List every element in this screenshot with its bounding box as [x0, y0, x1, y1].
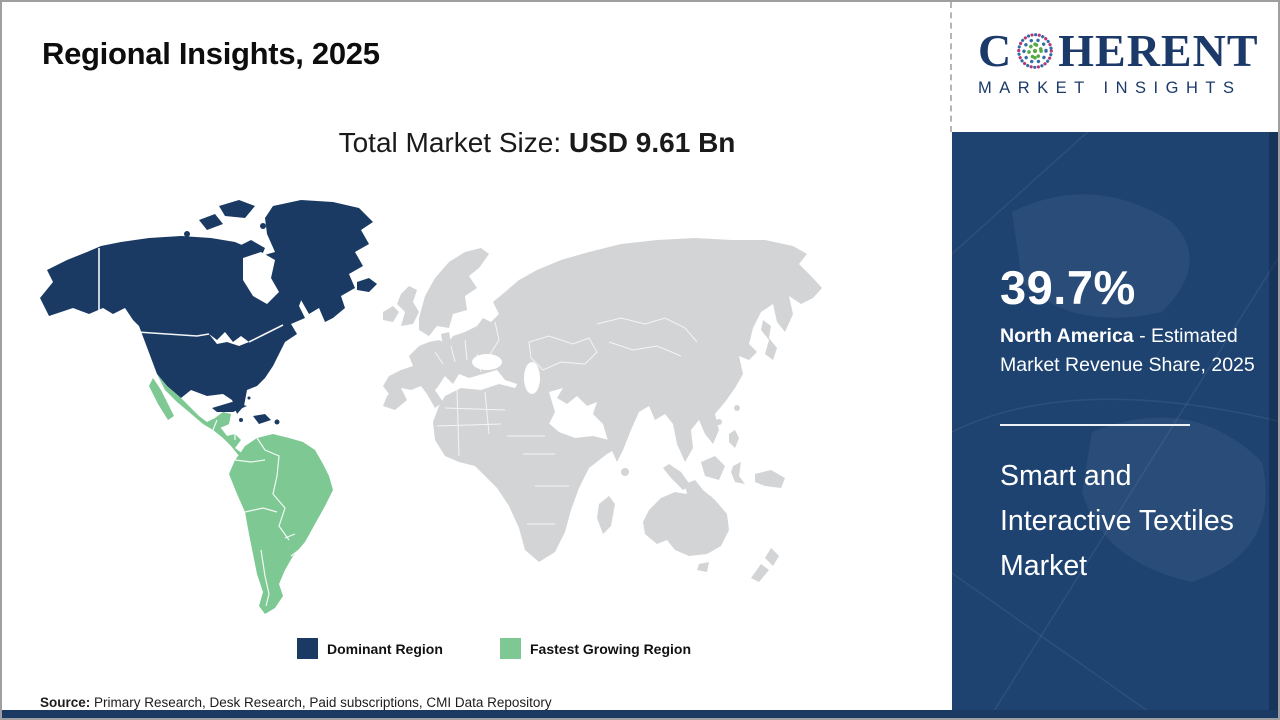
- us-canada-border: [98, 248, 284, 343]
- bottom-accent-bar: [2, 710, 1278, 718]
- total-market-size-label: Total Market Size:: [338, 127, 569, 158]
- hudson-bay-and-lakes: [209, 252, 279, 346]
- logo-tagline: MARKET INSIGHTS: [978, 79, 1242, 97]
- dotted-globe-icon: [1017, 33, 1054, 69]
- total-market-size-value: USD 9.61 Bn: [568, 127, 736, 158]
- market-share-description: North America - Estimated Market Revenue…: [1000, 322, 1270, 380]
- fastest-growing-region-swatch: [500, 638, 521, 659]
- total-market-size: Total Market Size: USD 9.61 Bn: [339, 127, 736, 159]
- legend-item-fastest-growing: Fastest Growing Region: [500, 638, 691, 659]
- dominant-region-label: Dominant Region: [327, 640, 443, 657]
- country-borders-green: [212, 419, 300, 607]
- logo-letter-c: C: [978, 25, 1013, 76]
- region-name: North America: [1000, 325, 1134, 347]
- region-latin-america: [149, 374, 333, 614]
- country-borders-gray: [434, 317, 698, 525]
- share-caption: - Estimated Market Revenue Share, 2025: [1000, 325, 1255, 376]
- logo-area: C HERENT MARKET INSIGHTS: [950, 2, 1278, 132]
- logo-wordmark: C HERENT: [978, 28, 1259, 74]
- world-map: [37, 194, 827, 618]
- sidebar-divider: [1000, 424, 1190, 426]
- source-line: Source: Primary Research, Desk Research,…: [40, 695, 552, 710]
- source-label: Source:: [40, 695, 91, 710]
- company-logo: C HERENT MARKET INSIGHTS: [978, 28, 1259, 98]
- page-title: Regional Insights, 2025: [42, 36, 380, 71]
- market-share-value: 39.7%: [1000, 261, 1136, 314]
- world-map-svg: [40, 200, 822, 614]
- legend-item-dominant: Dominant Region: [297, 638, 443, 659]
- fastest-growing-region-label: Fastest Growing Region: [530, 640, 692, 657]
- sidebar-map-texture: [952, 132, 1278, 714]
- logo-word-rest: HERENT: [1058, 25, 1259, 76]
- highlight-sidebar: 39.7% North America - Estimated Market R…: [952, 132, 1278, 714]
- region-rest-of-world: [383, 238, 822, 582]
- dominant-region-swatch: [297, 638, 318, 659]
- legend: Dominant Region Fastest Growing Region: [2, 638, 952, 662]
- market-name: Smart and Interactive Textiles Market: [1000, 460, 1234, 582]
- region-north-america: [40, 200, 377, 425]
- source-text: Primary Research, Desk Research, Paid su…: [90, 695, 552, 710]
